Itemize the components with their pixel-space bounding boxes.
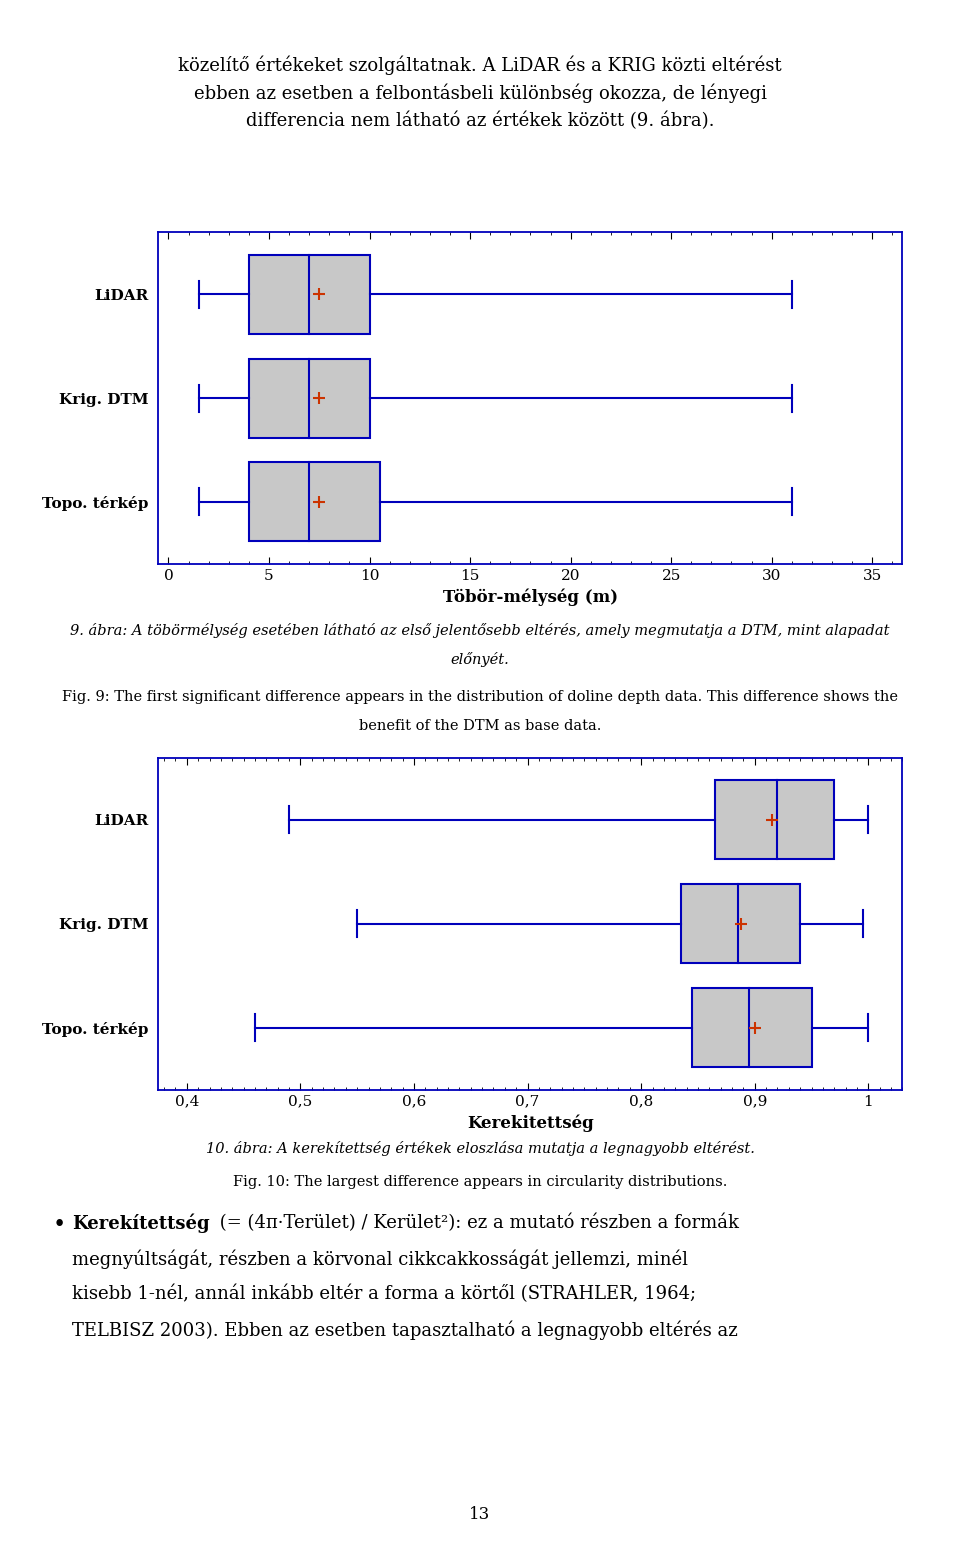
Text: ebben az esetben a felbontásbeli különbség okozza, de lényegi: ebben az esetben a felbontásbeli különbs…: [194, 83, 766, 104]
X-axis label: Töbör-mélység (m): Töbör-mélység (m): [443, 589, 618, 606]
Text: Kerekítettség: Kerekítettség: [72, 1214, 209, 1234]
Text: 13: 13: [469, 1506, 491, 1523]
Text: differencia nem látható az értékek között (9. ábra).: differencia nem látható az értékek közöt…: [246, 111, 714, 130]
Bar: [681, 884, 801, 963]
Text: 9. ábra: A töbörmélység esetében látható az első jelentősebb eltérés, amely megm: 9. ábra: A töbörmélység esetében látható…: [70, 623, 890, 638]
Text: benefit of the DTM as base data.: benefit of the DTM as base data.: [359, 719, 601, 733]
Bar: [692, 988, 811, 1067]
Text: TELBISZ 2003). Ebben az esetben tapasztalható a legnagyobb eltérés az: TELBISZ 2003). Ebben az esetben tapaszta…: [72, 1320, 737, 1340]
Text: (= (4π·Terület) / Kerület²): ez a mutató részben a formák: (= (4π·Terület) / Kerület²): ez a mutató…: [214, 1214, 739, 1232]
Text: kisebb 1-nél, annál inkább eltér a forma a körtől (STRAHLER, 1964;: kisebb 1-nél, annál inkább eltér a forma…: [72, 1285, 696, 1303]
Bar: [249, 255, 370, 334]
Bar: [249, 462, 379, 541]
Text: Fig. 9: The first significant difference appears in the distribution of doline d: Fig. 9: The first significant difference…: [62, 690, 898, 703]
Text: Fig. 10: The largest difference appears in circularity distributions.: Fig. 10: The largest difference appears …: [233, 1175, 727, 1189]
Text: megnyúltságát, részben a körvonal cikkcakkosságát jellemzi, minél: megnyúltságát, részben a körvonal cikkca…: [72, 1249, 688, 1269]
Text: előnyét.: előnyét.: [450, 652, 510, 668]
Text: 10. ábra: A kerekítettség értékek eloszlása mutatja a legnagyobb eltérést.: 10. ábra: A kerekítettség értékek eloszl…: [205, 1141, 755, 1156]
Text: közelítő értékeket szolgáltatnak. A LiDAR és a KRIG közti eltérést: közelítő értékeket szolgáltatnak. A LiDA…: [179, 56, 781, 76]
Bar: [715, 781, 834, 860]
X-axis label: Kerekitettség: Kerekitettség: [467, 1115, 594, 1132]
Bar: [249, 359, 370, 438]
Text: •: •: [53, 1214, 66, 1235]
